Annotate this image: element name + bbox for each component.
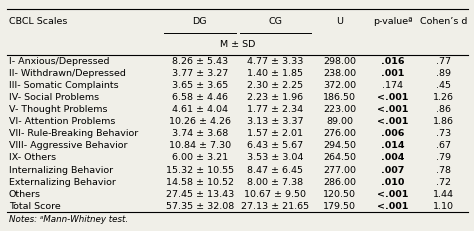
- Text: .72: .72: [436, 178, 451, 187]
- Text: 8.47 ± 6.45: 8.47 ± 6.45: [247, 166, 303, 175]
- Text: .86: .86: [436, 105, 451, 114]
- Text: 1.57 ± 2.01: 1.57 ± 2.01: [247, 129, 303, 138]
- Text: .77: .77: [436, 57, 451, 66]
- Text: 2.23 ± 1.96: 2.23 ± 1.96: [247, 93, 303, 102]
- Text: 1.77 ± 2.34: 1.77 ± 2.34: [247, 105, 303, 114]
- Text: 57.35 ± 32.08: 57.35 ± 32.08: [166, 202, 234, 211]
- Text: 1.10: 1.10: [433, 202, 454, 211]
- Text: I- Anxious/Depressed: I- Anxious/Depressed: [9, 57, 109, 66]
- Text: U: U: [336, 17, 343, 26]
- Text: 10.67 ± 9.50: 10.67 ± 9.50: [245, 190, 306, 199]
- Text: 3.65 ± 3.65: 3.65 ± 3.65: [172, 81, 228, 90]
- Text: .006: .006: [381, 129, 404, 138]
- Text: 14.58 ± 10.52: 14.58 ± 10.52: [166, 178, 234, 187]
- Text: 6.00 ± 3.21: 6.00 ± 3.21: [172, 153, 228, 162]
- Text: V- Thought Problems: V- Thought Problems: [9, 105, 108, 114]
- Text: 8.00 ± 7.38: 8.00 ± 7.38: [247, 178, 303, 187]
- Text: M ± SD: M ± SD: [219, 40, 255, 49]
- Text: Cohen’s d: Cohen’s d: [420, 17, 467, 26]
- Text: .001: .001: [381, 69, 404, 78]
- Text: 179.50: 179.50: [323, 202, 356, 211]
- Text: II- Withdrawn/Depressed: II- Withdrawn/Depressed: [9, 69, 126, 78]
- Text: Notes: ᵃMann-Whitney test.: Notes: ᵃMann-Whitney test.: [9, 215, 128, 224]
- Text: 1.44: 1.44: [433, 190, 454, 199]
- Text: 277.00: 277.00: [323, 166, 356, 175]
- Text: 120.50: 120.50: [323, 190, 356, 199]
- Text: .89: .89: [436, 69, 451, 78]
- Text: .67: .67: [436, 141, 451, 150]
- Text: 298.00: 298.00: [323, 57, 356, 66]
- Text: 4.61 ± 4.04: 4.61 ± 4.04: [172, 105, 228, 114]
- Text: 4.77 ± 3.33: 4.77 ± 3.33: [247, 57, 303, 66]
- Text: .016: .016: [381, 57, 405, 66]
- Text: 294.50: 294.50: [323, 141, 356, 150]
- Text: IV- Social Problems: IV- Social Problems: [9, 93, 99, 102]
- Text: CG: CG: [268, 17, 283, 26]
- Text: <.001: <.001: [377, 202, 409, 211]
- Text: p-valueª: p-valueª: [373, 17, 413, 26]
- Text: 8.26 ± 5.43: 8.26 ± 5.43: [172, 57, 228, 66]
- Text: VIII- Aggressive Behavior: VIII- Aggressive Behavior: [9, 141, 128, 150]
- Text: 2.30 ± 2.25: 2.30 ± 2.25: [247, 81, 303, 90]
- Text: 10.26 ± 4.26: 10.26 ± 4.26: [169, 117, 231, 126]
- Text: III- Somatic Complaints: III- Somatic Complaints: [9, 81, 118, 90]
- Text: 1.40 ± 1.85: 1.40 ± 1.85: [247, 69, 303, 78]
- Text: 6.43 ± 5.67: 6.43 ± 5.67: [247, 141, 303, 150]
- Text: VI- Attention Problems: VI- Attention Problems: [9, 117, 115, 126]
- Text: <.001: <.001: [377, 190, 409, 199]
- Text: .014: .014: [381, 141, 405, 150]
- Text: .010: .010: [381, 178, 404, 187]
- Text: .45: .45: [436, 81, 451, 90]
- Text: .007: .007: [381, 166, 404, 175]
- Text: Externalizing Behavior: Externalizing Behavior: [9, 178, 116, 187]
- Text: 6.58 ± 4.46: 6.58 ± 4.46: [172, 93, 228, 102]
- Text: 1.26: 1.26: [433, 93, 454, 102]
- Text: .78: .78: [436, 166, 451, 175]
- Text: 15.32 ± 10.55: 15.32 ± 10.55: [166, 166, 234, 175]
- Text: 186.50: 186.50: [323, 93, 356, 102]
- Text: CBCL Scales: CBCL Scales: [9, 17, 67, 26]
- Text: 27.45 ± 13.43: 27.45 ± 13.43: [166, 190, 234, 199]
- Text: .73: .73: [436, 129, 451, 138]
- Text: VII- Rule-Breaking Behavior: VII- Rule-Breaking Behavior: [9, 129, 138, 138]
- Text: Internalizing Behavior: Internalizing Behavior: [9, 166, 113, 175]
- Text: 89.00: 89.00: [326, 117, 353, 126]
- Text: Others: Others: [9, 190, 41, 199]
- Text: .79: .79: [436, 153, 451, 162]
- Text: 223.00: 223.00: [323, 105, 356, 114]
- Text: 27.13 ± 21.65: 27.13 ± 21.65: [241, 202, 310, 211]
- Text: 286.00: 286.00: [323, 178, 356, 187]
- Text: 3.77 ± 3.27: 3.77 ± 3.27: [172, 69, 228, 78]
- Text: DG: DG: [192, 17, 207, 26]
- Text: 276.00: 276.00: [323, 129, 356, 138]
- Text: 1.86: 1.86: [433, 117, 454, 126]
- Text: .174: .174: [383, 81, 403, 90]
- Text: 10.84 ± 7.30: 10.84 ± 7.30: [169, 141, 231, 150]
- Text: 264.50: 264.50: [323, 153, 356, 162]
- Text: <.001: <.001: [377, 93, 409, 102]
- Text: <.001: <.001: [377, 105, 409, 114]
- Text: 3.53 ± 3.04: 3.53 ± 3.04: [247, 153, 303, 162]
- Text: 3.74 ± 3.68: 3.74 ± 3.68: [172, 129, 228, 138]
- Text: 3.13 ± 3.37: 3.13 ± 3.37: [247, 117, 304, 126]
- Text: 238.00: 238.00: [323, 69, 356, 78]
- Text: IX- Others: IX- Others: [9, 153, 56, 162]
- Text: <.001: <.001: [377, 117, 409, 126]
- Text: 372.00: 372.00: [323, 81, 356, 90]
- Text: .004: .004: [381, 153, 404, 162]
- Text: Total Score: Total Score: [9, 202, 61, 211]
